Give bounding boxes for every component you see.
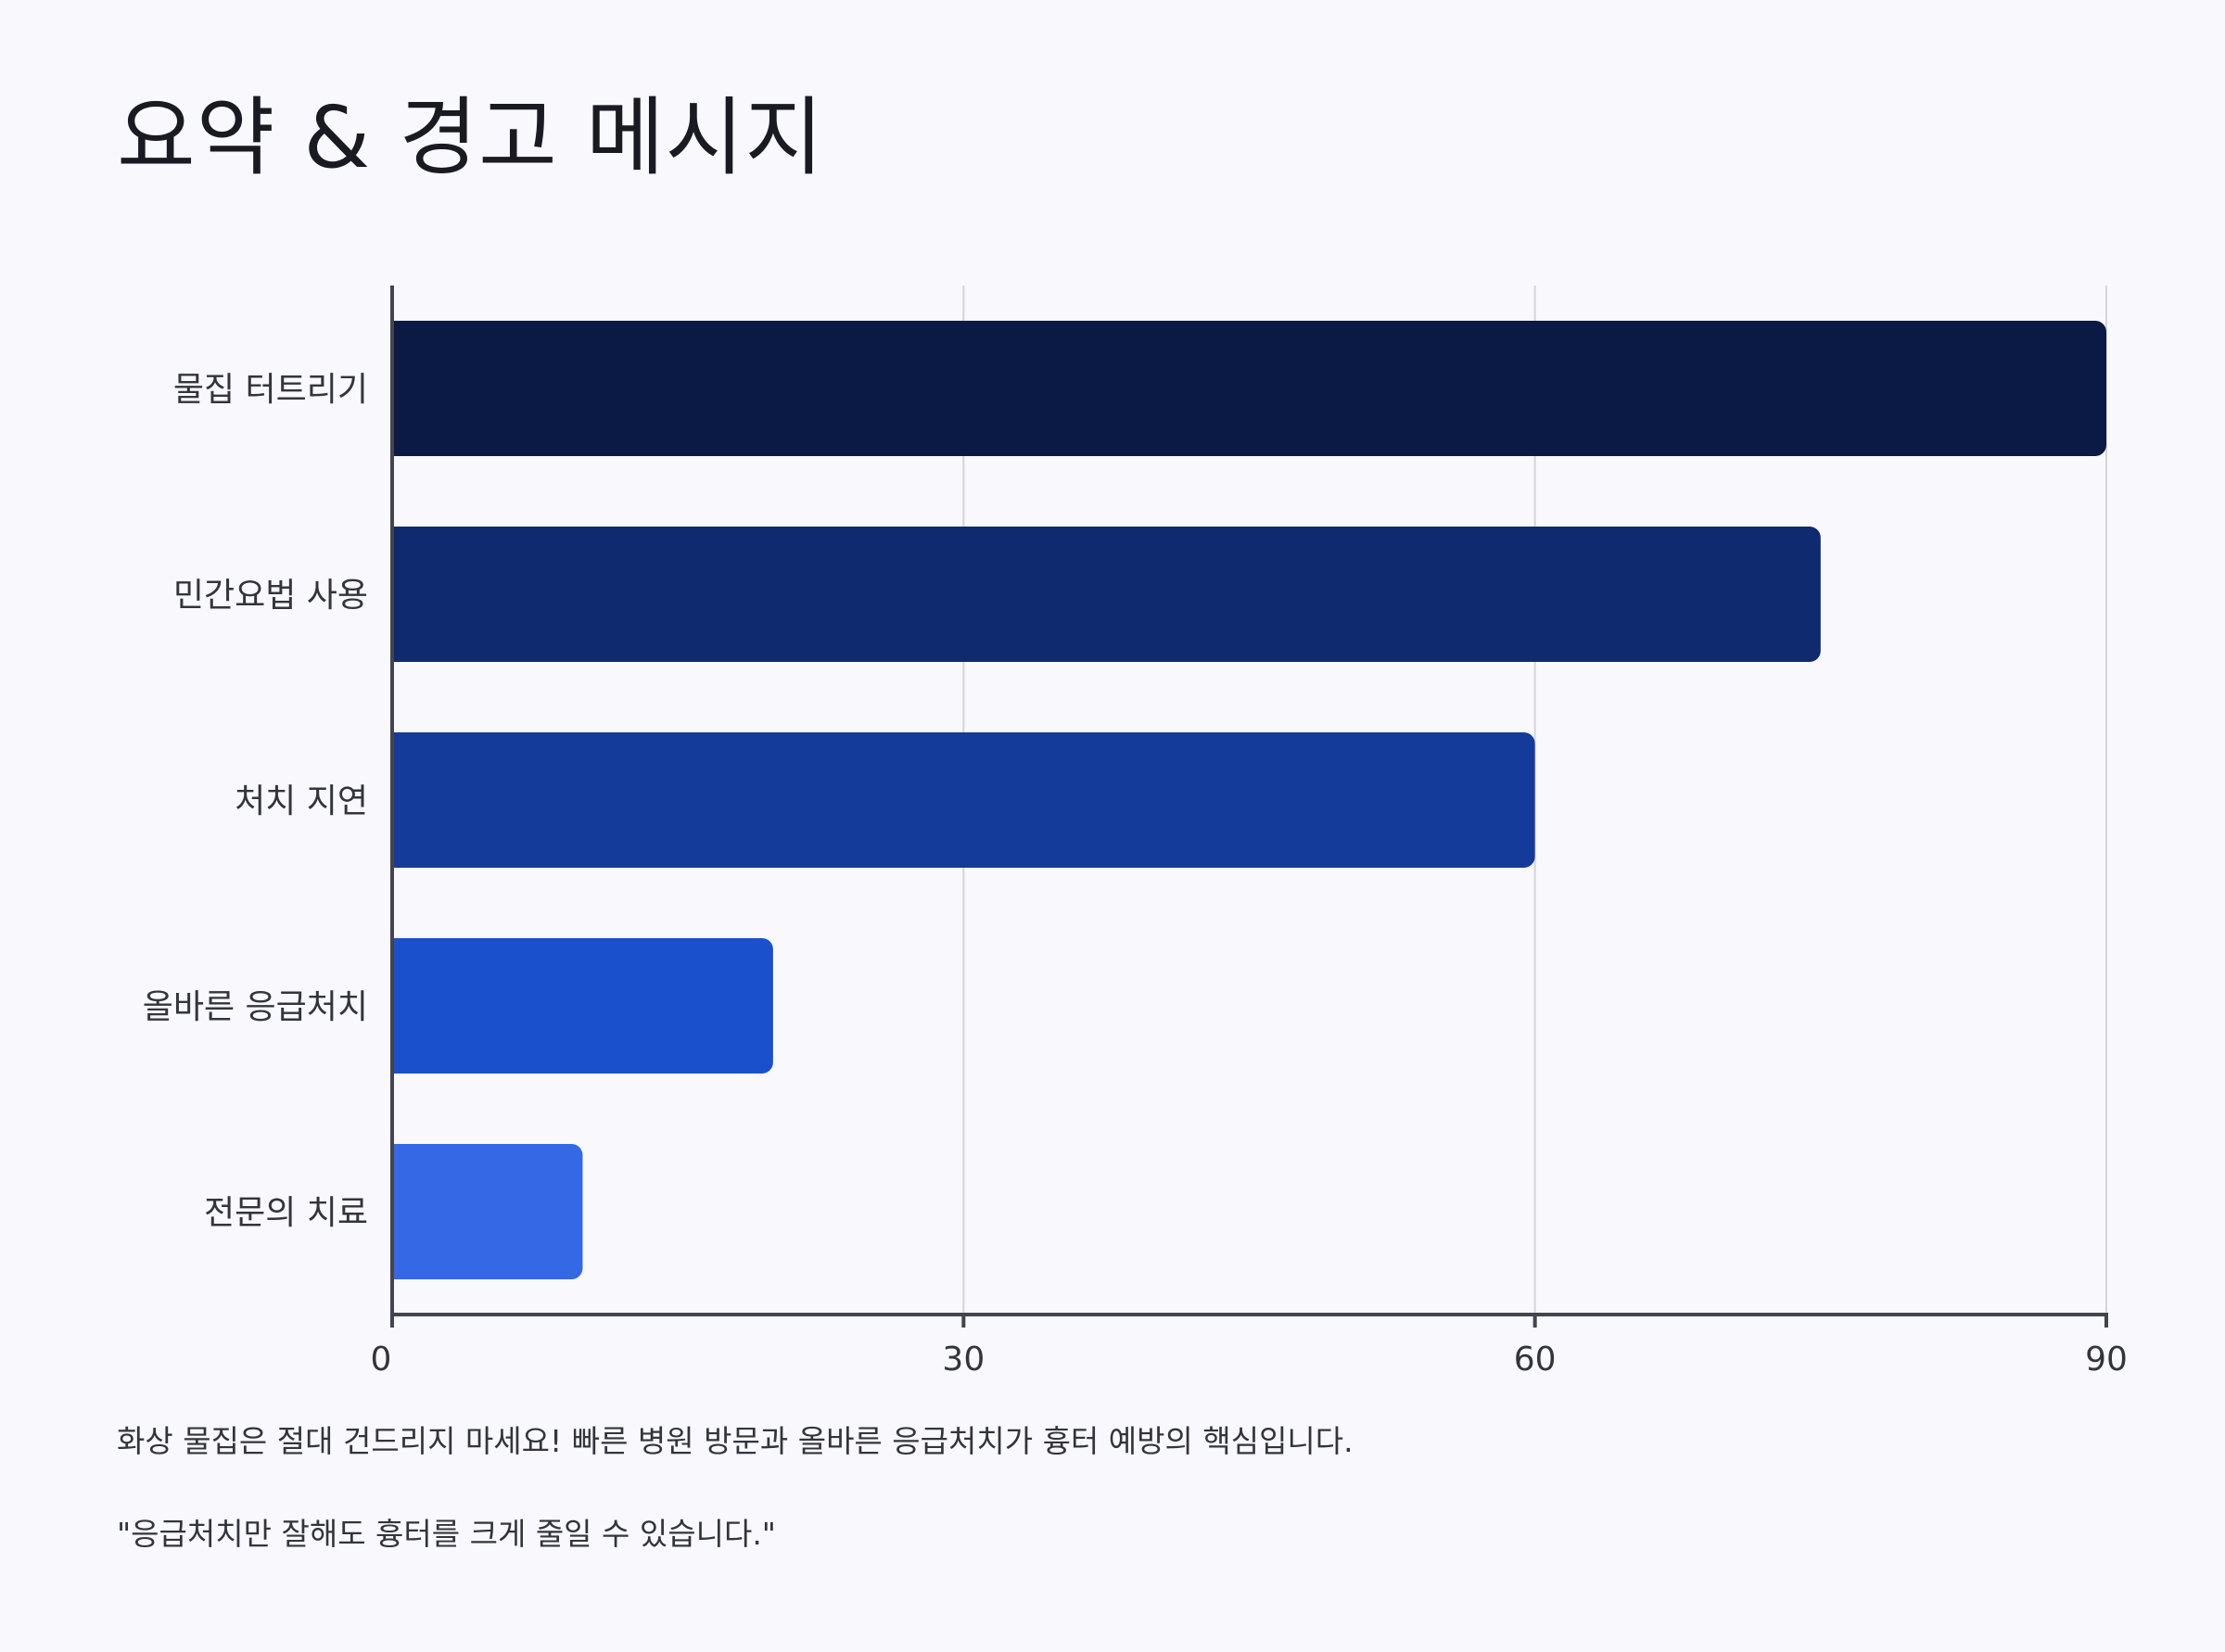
category-label-1: 민간요법 사용	[173, 577, 368, 615]
axis-mask	[379, 286, 392, 1318]
category-label-2: 처치 지연	[235, 782, 368, 820]
bar-3	[381, 938, 773, 1074]
x-tick-label-30: 30	[942, 1341, 985, 1379]
quote-caption: "응급처치만 잘해도 흉터를 크게 줄일 수 있습니다."	[117, 1516, 776, 1552]
x-tick-label-90: 90	[2085, 1341, 2128, 1379]
category-label-4: 전문의 치료	[204, 1194, 368, 1232]
bars	[381, 321, 2106, 1279]
summary-caption: 화상 물집은 절대 건드리지 마세요! 빠른 병원 방문과 올바른 응급처치가 …	[117, 1423, 1354, 1459]
bar-2	[381, 732, 1535, 868]
bar-0	[381, 321, 2106, 456]
x-tick-label-0: 0	[371, 1341, 392, 1379]
x-tick-label-60: 60	[1514, 1341, 1557, 1379]
category-label-0: 물집 터트리기	[173, 371, 368, 409]
page-title: 요약 & 경고 메시지	[117, 88, 824, 187]
category-label-3: 올바른 응급처치	[143, 988, 368, 1026]
bar-1	[381, 527, 1821, 662]
bar-4	[381, 1144, 583, 1279]
axes	[379, 286, 2108, 1328]
